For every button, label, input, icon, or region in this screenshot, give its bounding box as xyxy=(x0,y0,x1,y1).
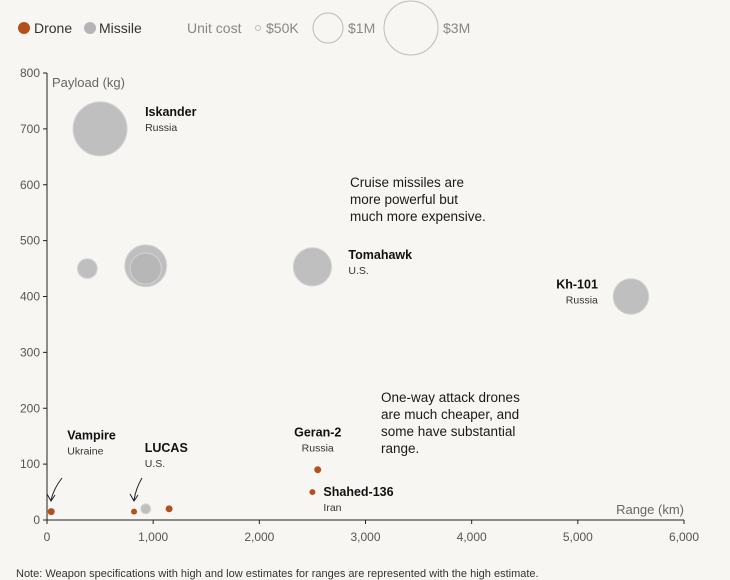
annotation-drones-line: some have substantial xyxy=(381,424,515,439)
vampire-arrow xyxy=(50,477,63,501)
y-tick-label: 300 xyxy=(20,345,40,359)
annotation-drones-line: range. xyxy=(381,441,419,456)
annotation-drones-line: are much cheaper, and xyxy=(381,407,519,422)
point-label-country: Russia xyxy=(566,295,598,307)
x-tick-label: 5,000 xyxy=(563,530,593,544)
missile-bubble xyxy=(129,252,162,285)
x-tick-label: 2,000 xyxy=(244,530,274,544)
vampire-arrowhead xyxy=(46,493,56,502)
x-tick-label: 1,000 xyxy=(138,530,168,544)
point-label-name: Vampire xyxy=(67,429,116,443)
point-label-name: Tomahawk xyxy=(348,248,412,262)
point-label-country: U.S. xyxy=(145,458,165,470)
legend-size-small-label: $50K xyxy=(266,20,299,36)
missile-bubble-tomahawk xyxy=(292,247,333,287)
point-label-country: Iran xyxy=(323,502,341,514)
point-label-country: Russia xyxy=(302,443,334,455)
x-tick-label: 3,000 xyxy=(350,530,380,544)
footnote: Note: Weapon specifications with high an… xyxy=(16,568,539,580)
y-tick-label: 100 xyxy=(20,457,40,471)
drone-bubble xyxy=(165,505,173,513)
drone-bubble-geran-2 xyxy=(314,466,322,474)
data-points xyxy=(47,101,650,516)
drone-bubble-vampire xyxy=(47,508,55,516)
point-label-country: U.S. xyxy=(348,265,368,277)
y-axis-title: Payload (kg) xyxy=(52,75,125,90)
legend-size-large-label: $3M xyxy=(443,20,470,36)
point-label-country: Russia xyxy=(145,122,177,134)
point-label-name: Kh-101 xyxy=(556,278,598,292)
x-tick-label: 6,000 xyxy=(669,530,699,544)
point-label-country: Ukraine xyxy=(67,446,103,458)
annotation-missiles-line: much more expensive. xyxy=(350,209,486,224)
x-tick-label: 0 xyxy=(44,530,51,544)
point-label-name: Shahed-136 xyxy=(323,485,393,499)
point-label-name: LUCAS xyxy=(145,441,188,455)
legend-unit-cost-label: Unit cost xyxy=(187,20,242,36)
annotation-missiles-line: Cruise missiles are xyxy=(350,175,464,190)
pointer-arrows xyxy=(46,477,143,502)
axes: 0 100 200 300 400 500 600 700 800 0 1,000 2,000 3,00… xyxy=(20,66,699,544)
y-tick-label: 400 xyxy=(20,290,40,304)
point-labels: Vampire Ukraine Geran-2 Russia Shahed-136 Ira… xyxy=(67,105,598,514)
legend-size-medium xyxy=(312,12,344,44)
drone-bubble-shahed-136 xyxy=(309,489,316,496)
missile-bubble-lucas xyxy=(140,503,152,515)
y-tick-label: 500 xyxy=(20,234,40,248)
legend: Drone Missile Unit cost $50K $1M $3M xyxy=(18,0,470,56)
legend-size-medium-label: $1M xyxy=(348,20,375,36)
annotation-missiles: Cruise missiles are more powerful but mu… xyxy=(350,175,486,224)
x-tick-label: 4,000 xyxy=(457,530,487,544)
y-tick-label: 800 xyxy=(20,66,40,80)
y-tick-label: 700 xyxy=(20,122,40,136)
x-axis-title: Range (km) xyxy=(616,502,684,517)
legend-missile-swatch xyxy=(84,22,96,34)
y-tick-label: 0 xyxy=(33,513,40,527)
y-tick-label: 600 xyxy=(20,178,40,192)
drone-bubble xyxy=(131,508,138,515)
legend-size-small xyxy=(255,25,261,31)
y-tick-label: 200 xyxy=(20,401,40,415)
missile-bubble-iskander xyxy=(72,101,128,157)
lucas-arrow xyxy=(133,477,143,501)
lucas-arrowhead xyxy=(129,493,139,502)
legend-size-large xyxy=(383,0,439,56)
annotation-drones: One-way attack drones are much cheaper, … xyxy=(381,390,524,456)
legend-drone-swatch xyxy=(18,22,30,34)
missile-bubble-kh-101 xyxy=(612,278,650,315)
point-label-name: Iskander xyxy=(145,105,197,119)
annotation-missiles-line: more powerful but xyxy=(350,192,458,207)
annotation-drones-line: One-way attack drones xyxy=(381,390,520,405)
missile-bubble xyxy=(76,258,98,279)
point-label-name: Geran-2 xyxy=(294,426,341,440)
legend-drone-label: Drone xyxy=(34,20,72,36)
legend-missile-label: Missile xyxy=(99,20,142,36)
